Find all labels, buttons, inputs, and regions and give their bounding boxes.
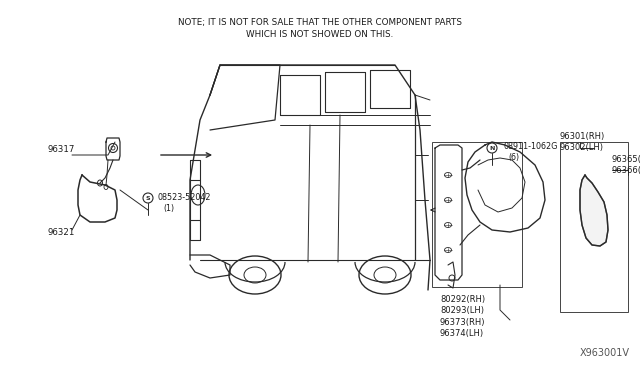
Ellipse shape	[104, 185, 108, 189]
Ellipse shape	[97, 180, 102, 186]
Text: 96301(RH): 96301(RH)	[560, 132, 605, 141]
Text: 96365(RH): 96365(RH)	[612, 155, 640, 164]
Text: 08523-52042: 08523-52042	[158, 193, 211, 202]
Bar	[432, 142, 522, 287]
Text: 96373(RH): 96373(RH)	[440, 318, 486, 327]
Text: (6): (6)	[508, 153, 519, 162]
Ellipse shape	[143, 193, 153, 203]
Polygon shape	[580, 175, 608, 246]
Text: 96374(LH): 96374(LH)	[440, 329, 484, 338]
Text: 08911-1062G: 08911-1062G	[503, 142, 557, 151]
Text: 80292(RH): 80292(RH)	[440, 295, 485, 304]
Ellipse shape	[487, 143, 497, 153]
Bar	[560, 142, 628, 312]
Text: 80293(LH): 80293(LH)	[440, 306, 484, 315]
Text: X963001V: X963001V	[580, 348, 630, 358]
Text: WHICH IS NOT SHOWED ON THIS.: WHICH IS NOT SHOWED ON THIS.	[246, 30, 394, 39]
Text: 96317: 96317	[48, 145, 76, 154]
Text: S: S	[146, 196, 150, 201]
Text: 96321: 96321	[48, 228, 76, 237]
Text: 96302(LH): 96302(LH)	[560, 143, 604, 152]
Text: 96366(LH): 96366(LH)	[612, 166, 640, 175]
Text: (1): (1)	[163, 204, 174, 213]
Text: NOTE; IT IS NOT FOR SALE THAT THE OTHER COMPONENT PARTS: NOTE; IT IS NOT FOR SALE THAT THE OTHER …	[178, 18, 462, 27]
Text: N: N	[490, 145, 495, 151]
